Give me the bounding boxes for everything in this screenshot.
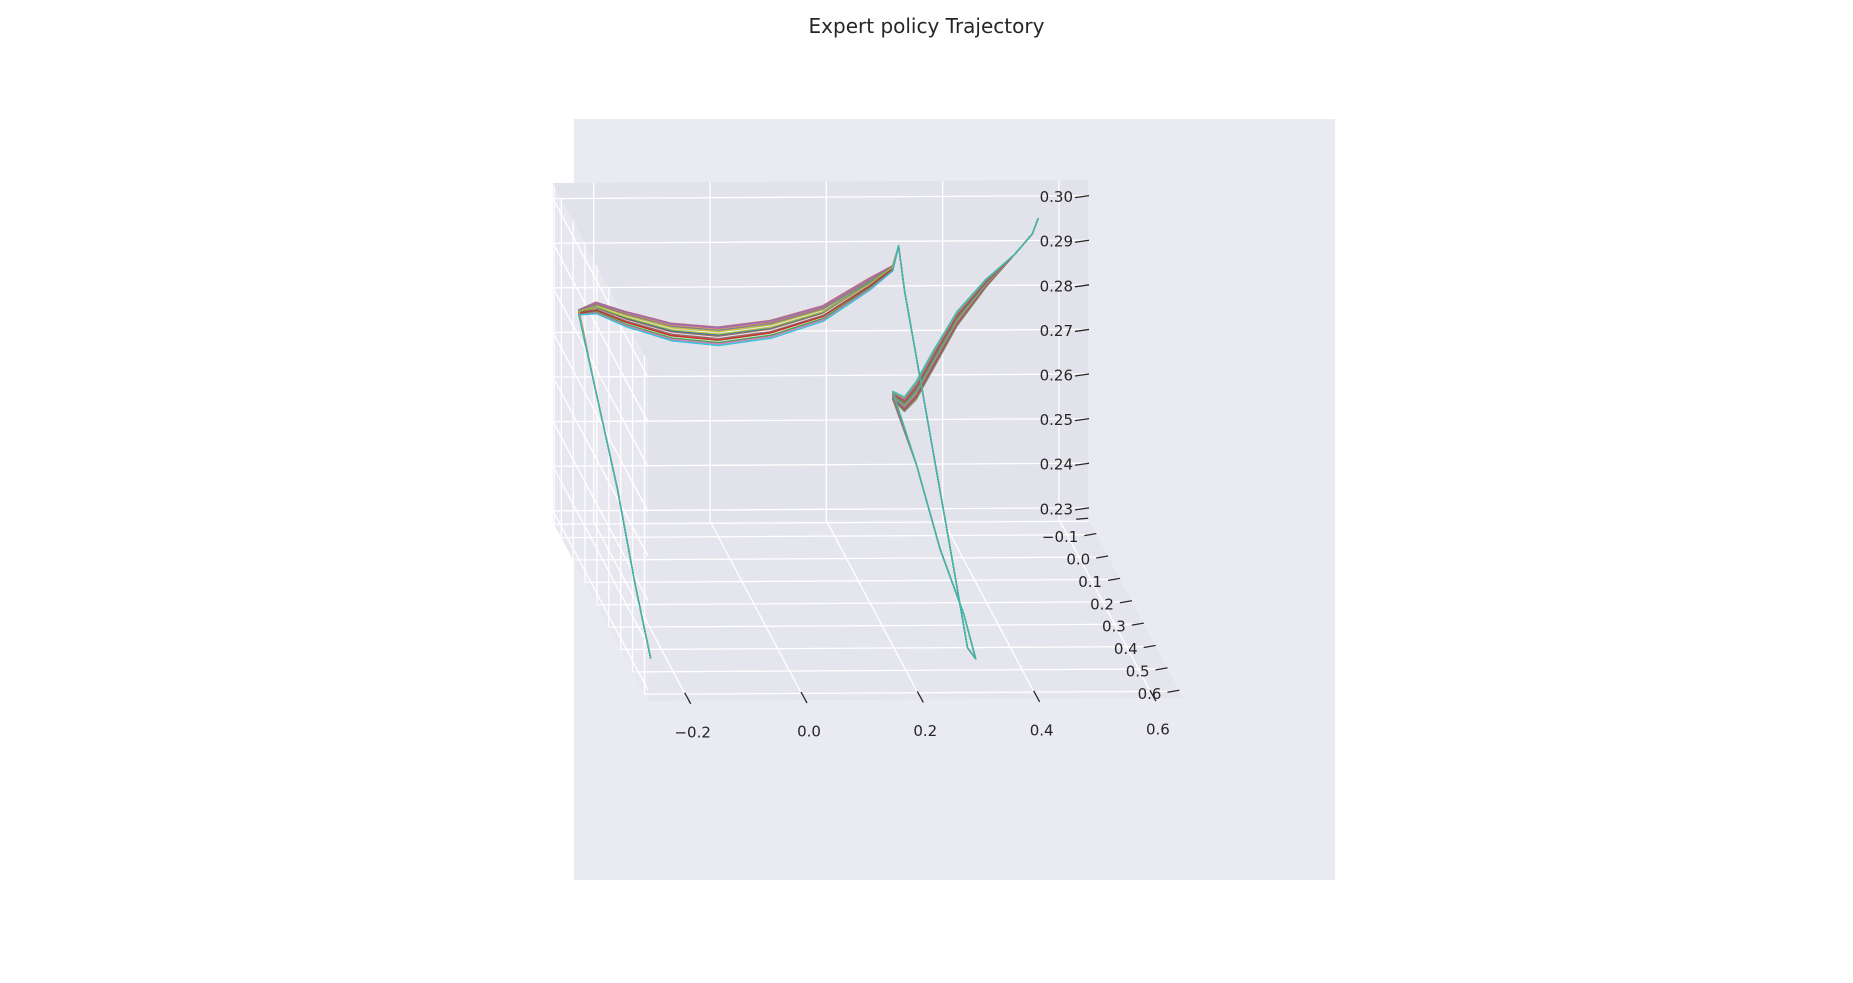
z-gridline-back	[552, 239, 1089, 244]
y-tick-label: 0.4	[1114, 640, 1138, 658]
z-gridline-side	[552, 465, 649, 646]
x-tick-label: 0.4	[1030, 721, 1054, 739]
y-gridline-floor	[632, 668, 1168, 673]
y-gridline-floor	[573, 556, 1109, 561]
y-tick-mark	[1131, 622, 1144, 626]
y-gridline-floor	[608, 623, 1144, 628]
floor-pane	[553, 519, 1183, 701]
z-tick-mark	[1074, 417, 1090, 422]
y-tick-mark	[1167, 689, 1180, 693]
y-tick-label: 0.1	[1078, 573, 1102, 591]
z-tick-label: 0.29	[1040, 233, 1073, 251]
y-tick-mark	[1096, 555, 1109, 559]
tick-marks: 0.6 0.4 0.2 0.0 −0.2 −0.1 0.0 0.1 0.2 0.3 0.4 0.5 0.…	[674, 188, 1180, 741]
x-tick-label: 0.2	[913, 722, 937, 740]
x-tick-mark	[684, 692, 692, 705]
x-tick-mark	[1033, 690, 1041, 703]
y-tick-mark	[1084, 533, 1097, 537]
x-tick-label: 0.6	[1146, 721, 1170, 739]
z-tick-label: 0.27	[1040, 322, 1073, 340]
z-tick-label: 0.28	[1040, 277, 1073, 295]
x-tick-mark	[916, 691, 924, 703]
z-tick-label: 0.23	[1040, 500, 1073, 518]
side-pane	[553, 183, 648, 701]
z-tick-mark	[1074, 194, 1090, 199]
z-gridline-back	[552, 507, 1089, 512]
y-tick-label: 0.5	[1126, 662, 1150, 680]
y-gridline-floor	[561, 534, 1097, 539]
x-gridline-floor	[1058, 518, 1155, 699]
z-tick-label: 0.25	[1040, 411, 1073, 429]
trajectory-series	[578, 218, 1039, 660]
x-tick-mark	[800, 691, 808, 704]
z-tick-label: 0.26	[1040, 367, 1073, 385]
x-gridline-floor	[709, 520, 806, 701]
y-tick-mark	[1143, 644, 1156, 649]
y-tick-mark	[1119, 600, 1133, 604]
y-gridline-floor	[644, 690, 1180, 695]
y-tick-mark	[1155, 667, 1168, 671]
z-tick-mark	[1074, 284, 1090, 288]
z-gridline-back	[552, 417, 1089, 423]
z-tick-mark	[1074, 462, 1090, 466]
y-tick-label: −0.1	[1042, 528, 1078, 546]
z-gridline-back	[552, 284, 1089, 289]
z-gridline-back	[552, 373, 1089, 378]
y-tick-mark	[1076, 517, 1089, 520]
x-gridline-floor	[825, 520, 922, 700]
z-gridline-back	[552, 194, 1089, 200]
trajectory-line	[578, 218, 1039, 660]
z-tick-mark	[1074, 373, 1090, 377]
z-tick-label: 0.30	[1040, 188, 1073, 206]
z-gridline-side	[552, 510, 649, 691]
x-tick-mark	[1149, 689, 1157, 702]
chart-title: Expert policy Trajectory	[808, 14, 1045, 38]
y-tick-mark	[1107, 577, 1121, 582]
y-tick-label: 0.3	[1102, 618, 1126, 636]
x-tick-label: −0.2	[674, 723, 710, 741]
x-gridline-floor	[942, 519, 1039, 700]
y-gridline-floor	[554, 520, 1090, 525]
z-tick-mark	[1074, 328, 1090, 333]
y-gridline-floor	[596, 601, 1132, 606]
z-gridline-back	[552, 462, 1089, 467]
z-tick-label: 0.24	[1040, 456, 1073, 474]
y-gridline-floor	[585, 578, 1121, 584]
x-tick-label: 0.0	[797, 723, 821, 741]
axes-panes	[553, 180, 1183, 701]
z-tick-mark	[1074, 507, 1090, 511]
y-tick-label: 0.6	[1138, 685, 1162, 703]
y-tick-label: 0.2	[1090, 595, 1114, 613]
y-tick-label: 0.0	[1066, 551, 1090, 569]
z-tick-mark	[1074, 239, 1090, 243]
back-pane	[553, 180, 1088, 522]
y-gridline-floor	[620, 645, 1156, 651]
